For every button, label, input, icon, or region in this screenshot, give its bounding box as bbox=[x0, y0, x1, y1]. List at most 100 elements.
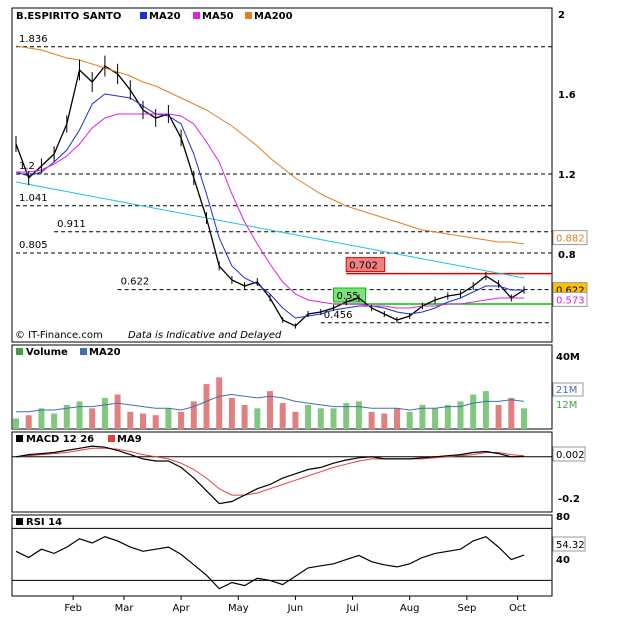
volume-bar bbox=[495, 404, 502, 429]
legend-swatch-volume bbox=[16, 348, 23, 355]
macd-panel-frame bbox=[11, 431, 553, 513]
volume-bar bbox=[470, 394, 477, 429]
x-tick-label: Jun bbox=[287, 603, 304, 614]
legend-swatch-ma20 bbox=[140, 12, 147, 19]
annotation-label: 0.622 bbox=[121, 277, 150, 288]
volume-ma-tag-box bbox=[552, 382, 584, 397]
annotation-label: 0.805 bbox=[19, 240, 48, 251]
volume-bar bbox=[25, 415, 32, 429]
volume-bar bbox=[381, 413, 388, 429]
volume-bar bbox=[152, 415, 159, 429]
volume-bar bbox=[267, 391, 273, 429]
volume-bar bbox=[178, 411, 185, 430]
legend-swatch-ma9 bbox=[108, 435, 115, 442]
volume-bar bbox=[457, 401, 464, 429]
volume-bar bbox=[508, 397, 515, 429]
volume-bar bbox=[355, 401, 362, 429]
annotation-label: 0.456 bbox=[324, 310, 353, 321]
rsi-series bbox=[12, 527, 552, 590]
x-tick-label: May bbox=[228, 603, 249, 614]
legend-label-macd: MACD 12 26 bbox=[26, 434, 94, 445]
volume-bar bbox=[254, 408, 261, 429]
macd-signal-line bbox=[15, 447, 525, 496]
right-tag-label: 0.573 bbox=[556, 295, 585, 306]
right-tag-box bbox=[552, 230, 588, 246]
price-series bbox=[15, 45, 525, 329]
volume-bar bbox=[279, 403, 286, 429]
volume-bar bbox=[190, 401, 197, 429]
chart-title: B.ESPIRITO SANTO bbox=[16, 11, 121, 22]
volume-ma20-line bbox=[16, 393, 525, 413]
macd-y-tick: -0.2 bbox=[558, 494, 580, 505]
price-y-tick: 1.6 bbox=[558, 90, 576, 101]
x-tick-label: Mar bbox=[115, 603, 135, 614]
copyright-text: © IT-Finance.com bbox=[15, 330, 103, 341]
legend-label-ma20: MA20 bbox=[149, 11, 181, 22]
legend-swatch-macd bbox=[16, 435, 23, 442]
volume-bar bbox=[114, 394, 121, 429]
volume-bar bbox=[63, 404, 70, 429]
volume-bar bbox=[330, 408, 337, 429]
volume-bar bbox=[305, 404, 312, 429]
volume-bar bbox=[38, 408, 45, 429]
macd-line bbox=[15, 445, 525, 505]
volume-bar bbox=[101, 397, 108, 429]
price-y-tick: 1.2 bbox=[558, 170, 576, 181]
volume-bar bbox=[482, 391, 489, 429]
annotation-tag-box bbox=[345, 257, 386, 273]
rsi-line bbox=[15, 536, 525, 590]
macd-tag-box bbox=[552, 446, 586, 462]
disclaimer-text: Data is Indicative and Delayed bbox=[128, 330, 282, 341]
annotation-label: 1.2 bbox=[19, 161, 35, 172]
volume-bar bbox=[76, 401, 83, 429]
volume-bar bbox=[406, 411, 413, 430]
legend-label-ma9: MA9 bbox=[117, 434, 142, 445]
x-tick-label: Apr bbox=[172, 603, 190, 614]
x-tick-label: Jul bbox=[346, 603, 359, 614]
trendline bbox=[15, 181, 525, 279]
legend-label-rsi: RSI 14 bbox=[26, 517, 62, 528]
x-tick-label: Sep bbox=[457, 603, 476, 614]
volume-ma-line bbox=[16, 393, 525, 413]
series-line-ma200 bbox=[15, 45, 525, 245]
annotation-label: 0.702 bbox=[349, 261, 378, 272]
right-tag-box bbox=[552, 291, 588, 307]
volume-bar bbox=[13, 418, 19, 429]
volume-bar bbox=[140, 413, 146, 429]
right-tag-label: 0.622 bbox=[556, 286, 585, 297]
volume-bar bbox=[203, 384, 210, 429]
volume-bar bbox=[343, 403, 350, 429]
price-y-tick: 0.8 bbox=[558, 250, 576, 261]
x-tick-label: Aug bbox=[400, 603, 420, 614]
legend-swatch-vol-ma20 bbox=[80, 348, 87, 355]
volume-bar bbox=[165, 408, 172, 429]
legend-swatch-rsi bbox=[16, 518, 23, 525]
price-y-tick: 2 bbox=[558, 10, 565, 21]
annotation-label: 0.911 bbox=[57, 219, 86, 230]
volume-bar bbox=[228, 397, 235, 429]
volume-bar bbox=[444, 404, 451, 429]
legend-label-ma200: MA200 bbox=[254, 11, 293, 22]
volume-bar bbox=[292, 411, 299, 430]
macd-tag: 0.002 bbox=[556, 450, 585, 461]
volume-bar bbox=[521, 408, 527, 429]
volume-bar bbox=[432, 408, 439, 429]
legend-swatch-ma50 bbox=[193, 12, 200, 19]
volume-bar bbox=[216, 377, 223, 430]
legend-label-volume: Volume bbox=[26, 347, 68, 358]
volume-bars bbox=[13, 377, 527, 430]
volume-last-tag: 12M bbox=[556, 400, 577, 411]
legend-label-vol-ma20: MA20 bbox=[89, 347, 121, 358]
series-line-ma20 bbox=[15, 93, 524, 319]
rsi-tag-box bbox=[552, 536, 586, 552]
volume-bar bbox=[127, 411, 134, 430]
volume-bar bbox=[241, 404, 248, 429]
rsi-y-tick-80: 80 bbox=[556, 512, 570, 523]
volume-bar bbox=[419, 404, 426, 429]
annotation-label: 1.836 bbox=[19, 34, 48, 45]
rsi-y-tick-40: 40 bbox=[556, 555, 570, 566]
volume-y-tick: 40M bbox=[556, 352, 580, 363]
